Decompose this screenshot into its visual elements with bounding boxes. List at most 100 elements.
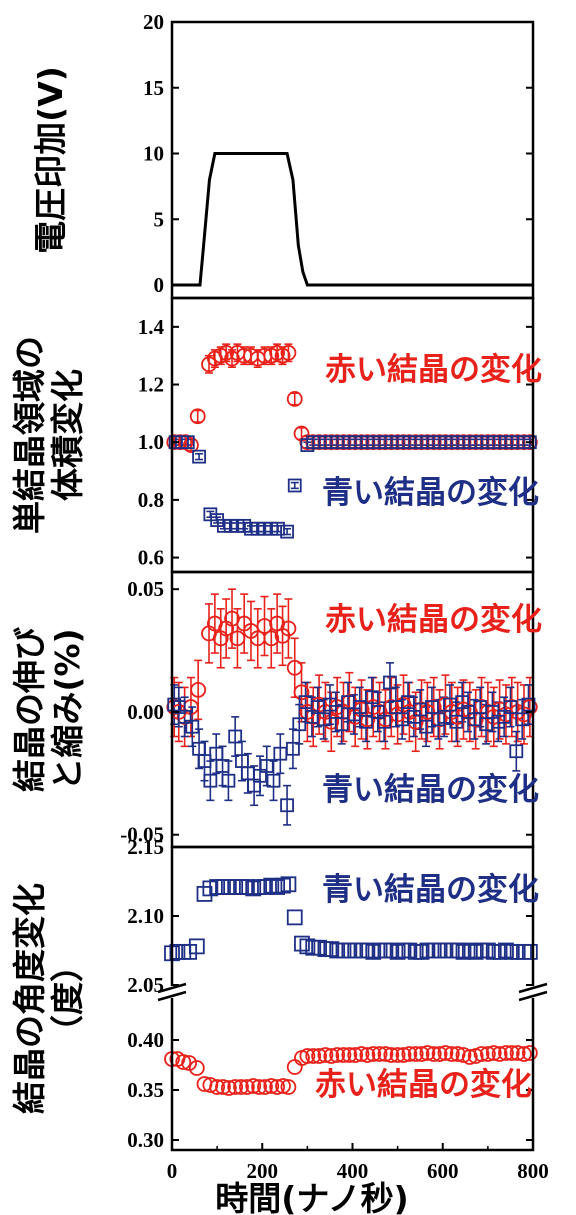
data-point-square — [522, 435, 537, 450]
data-point-circle — [323, 713, 340, 730]
annotation-red: 赤い結晶の変化 — [325, 602, 542, 638]
data-point-circle — [323, 1048, 340, 1064]
data-point-square — [275, 877, 291, 894]
y-axis-label-line: 電圧印加(V) — [31, 66, 70, 254]
data-point-square — [419, 719, 433, 734]
data-point-square — [180, 435, 195, 450]
data-point-square — [389, 943, 406, 960]
y-axis-label-line: 結晶の伸び — [10, 627, 49, 792]
data-point-circle — [263, 1078, 280, 1094]
axis-break-mark — [157, 982, 187, 994]
panel-frame — [170, 20, 535, 300]
data-point-square — [316, 712, 331, 727]
data-point-circle — [201, 356, 217, 373]
data-point-circle — [461, 1049, 478, 1065]
data-point-square — [449, 942, 466, 959]
data-point-square — [287, 478, 302, 493]
annotation-blue: 青い結晶の変化 — [322, 872, 539, 908]
data-point-circle — [498, 1045, 514, 1061]
data-point-circle — [220, 1080, 237, 1096]
data-point-square — [352, 700, 367, 714]
data-point-square — [498, 942, 514, 959]
data-point-circle — [202, 1077, 219, 1093]
data-point-circle — [347, 1047, 364, 1063]
data-point-circle — [329, 1047, 346, 1063]
data-point-circle — [183, 437, 199, 453]
data-point-circle — [401, 1046, 418, 1062]
data-point-square — [245, 880, 262, 897]
data-point-circle — [224, 350, 240, 367]
data-point-square — [449, 714, 464, 729]
data-point-square — [266, 773, 281, 788]
y-axis-label-line: 結晶の角度変化 — [10, 883, 49, 1114]
annotation-blue: 青い結晶の変化 — [322, 772, 539, 808]
data-point-circle — [419, 1045, 436, 1061]
data-point-circle — [407, 1046, 424, 1062]
data-point-square — [167, 697, 182, 712]
data-point-circle — [269, 1079, 286, 1095]
data-point-circle — [212, 630, 229, 647]
data-point-circle — [299, 1048, 316, 1064]
data-point-square — [280, 524, 294, 539]
data-point-circle — [365, 1046, 382, 1062]
data-point-square — [286, 909, 303, 926]
data-point-circle — [479, 1046, 496, 1062]
axis-break-mark — [157, 990, 187, 1002]
data-point-square — [228, 729, 243, 744]
data-point-circle — [341, 1047, 358, 1063]
data-point-circle — [353, 1046, 370, 1062]
axis-break-mark — [518, 990, 548, 1002]
data-point-circle — [189, 408, 206, 425]
y-tick-label: 1.0 — [138, 430, 164, 454]
data-point-square — [521, 943, 538, 960]
y-tick-label: 0 — [154, 273, 165, 297]
data-point-circle — [395, 1047, 412, 1063]
data-point-circle — [509, 1045, 526, 1061]
data-point-circle — [521, 1045, 538, 1061]
y-tick-label: 2.05 — [127, 973, 164, 997]
data-point-circle — [190, 681, 207, 698]
y-tick-label: -0.05 — [120, 823, 164, 847]
data-point-square — [271, 521, 285, 536]
data-point-square — [323, 941, 340, 958]
data-point-square — [280, 798, 294, 813]
data-point-square — [292, 717, 307, 732]
data-point-circle — [257, 1079, 273, 1095]
x-tick-label: 800 — [517, 1159, 549, 1183]
data-point-circle — [263, 630, 280, 647]
y-tick-label: 2.15 — [127, 835, 164, 859]
data-point-circle — [516, 1046, 532, 1062]
annotation-blue: 青い結晶の変化 — [322, 475, 539, 511]
y-tick-label: 20 — [143, 10, 164, 34]
data-point-circle — [359, 1047, 376, 1063]
data-point-square — [177, 709, 192, 724]
data-point-circle — [299, 434, 316, 451]
x-tick-label: 200 — [247, 1159, 279, 1183]
data-point-square — [259, 759, 274, 773]
data-point-circle — [275, 1078, 291, 1094]
data-point-circle — [286, 1059, 303, 1075]
data-point-circle — [188, 1060, 205, 1076]
data-point-circle — [181, 1055, 198, 1071]
y-tick-label: 0.00 — [127, 700, 164, 724]
data-point-circle — [473, 1046, 490, 1062]
y-axis-label: 結晶の角度変化 （度） — [10, 883, 87, 1114]
x-tick-label: 600 — [427, 1159, 459, 1183]
data-point-circle — [215, 1079, 231, 1095]
data-point-square — [521, 697, 536, 712]
y-tick-label: 5 — [154, 207, 165, 231]
data-point-square — [515, 712, 530, 727]
data-point-square — [280, 876, 297, 893]
data-point-circle — [389, 1047, 406, 1063]
data-point-circle — [229, 630, 246, 647]
y-tick-label: 0.8 — [138, 488, 164, 512]
data-point-square — [479, 942, 496, 959]
axis-break-mark — [518, 982, 548, 994]
y-axis-label: 単結晶領域の 体積変化 — [10, 336, 87, 534]
y-axis-label: 結晶の伸び と縮み(%) — [10, 627, 87, 792]
y-tick-label: 0.30 — [127, 1128, 164, 1152]
data-point-circle — [166, 699, 183, 715]
y-tick-label: 1.4 — [138, 315, 165, 339]
data-point-circle — [443, 1046, 460, 1062]
